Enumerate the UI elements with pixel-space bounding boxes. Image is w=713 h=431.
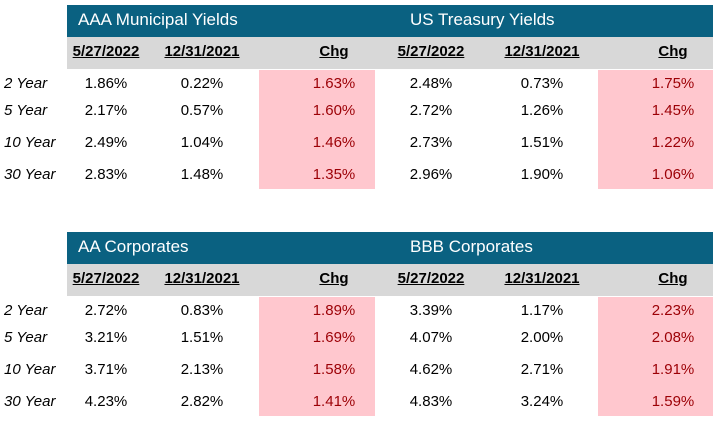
- change-highlight: [598, 70, 713, 189]
- yield-prior: 1.51%: [180, 329, 224, 346]
- column-header: 12/31/2021: [504, 270, 580, 287]
- yield-current: 2.48%: [409, 75, 453, 92]
- maturity-label: 30 Year: [4, 393, 56, 410]
- yield-change: 1.60%: [312, 102, 356, 119]
- yield-current: 2.17%: [84, 102, 128, 119]
- yield-change: 2.08%: [651, 329, 695, 346]
- maturity-label: 30 Year: [4, 166, 56, 183]
- yield-current: 3.21%: [84, 329, 128, 346]
- yield-prior: 1.04%: [180, 134, 224, 151]
- yield-current: 4.62%: [409, 361, 453, 378]
- change-highlight: [598, 297, 713, 416]
- yield-prior: 0.57%: [180, 102, 224, 119]
- yield-current: 2.72%: [409, 102, 453, 119]
- maturity-label: 10 Year: [4, 361, 56, 378]
- yield-current: 3.39%: [409, 302, 453, 319]
- title-band: [67, 5, 713, 37]
- yield-prior: 2.13%: [180, 361, 224, 378]
- table-row: 30 Year 2.83% 1.48% 1.35% 2.96% 1.90% 1.06%: [0, 159, 713, 191]
- change-highlight: [259, 70, 375, 189]
- yield-change: 1.75%: [651, 75, 695, 92]
- table-row: 10 Year 2.49% 1.04% 1.46% 2.73% 1.51% 1.22%: [0, 127, 713, 159]
- yield-prior: 1.51%: [520, 134, 564, 151]
- column-header: 5/27/2022: [397, 43, 465, 60]
- yield-change: 1.63%: [312, 75, 356, 92]
- column-header: 12/31/2021: [164, 270, 240, 287]
- column-header: Chg: [658, 270, 688, 287]
- table-row: 10 Year 3.71% 2.13% 1.58% 4.62% 2.71% 1.91%: [0, 354, 713, 386]
- yield-change: 1.46%: [312, 134, 356, 151]
- table-row: 5 Year 2.17% 0.57% 1.60% 2.72% 1.26% 1.45%: [0, 95, 713, 127]
- yield-prior: 0.83%: [180, 302, 224, 319]
- yield-prior: 0.22%: [180, 75, 224, 92]
- yield-prior: 3.24%: [520, 393, 564, 410]
- yield-prior: 2.00%: [520, 329, 564, 346]
- column-header: 5/27/2022: [397, 270, 465, 287]
- yield-change: 1.58%: [312, 361, 356, 378]
- maturity-label: 2 Year: [4, 302, 48, 319]
- yield-current: 4.07%: [409, 329, 453, 346]
- yield-current: 3.71%: [84, 361, 128, 378]
- right-table-title: BBB Corporates: [410, 237, 533, 256]
- yield-current: 1.86%: [84, 75, 128, 92]
- yield-change: 1.89%: [312, 302, 356, 319]
- yield-change: 1.69%: [312, 329, 356, 346]
- yield-prior: 1.17%: [520, 302, 564, 319]
- yield-prior: 1.48%: [180, 166, 224, 183]
- yield-change: 1.35%: [312, 166, 356, 183]
- yield-prior: 1.26%: [520, 102, 564, 119]
- yield-change: 1.41%: [312, 393, 356, 410]
- left-table-title: AA Corporates: [78, 237, 189, 256]
- yield-change: 1.06%: [651, 166, 695, 183]
- left-table-title: AAA Municipal Yields: [78, 10, 238, 29]
- maturity-label: 2 Year: [4, 75, 48, 92]
- table-row: 5 Year 3.21% 1.51% 1.69% 4.07% 2.00% 2.08%: [0, 322, 713, 354]
- column-header: 5/27/2022: [72, 270, 140, 287]
- maturity-label: 5 Year: [4, 102, 48, 119]
- column-header: 5/27/2022: [72, 43, 140, 60]
- yield-prior: 2.82%: [180, 393, 224, 410]
- yield-change: 1.22%: [651, 134, 695, 151]
- yield-prior: 0.73%: [520, 75, 564, 92]
- table-row: 30 Year 4.23% 2.82% 1.41% 4.83% 3.24% 1.59%: [0, 386, 713, 418]
- column-header: 12/31/2021: [504, 43, 580, 60]
- yield-change: 1.45%: [651, 102, 695, 119]
- change-highlight: [259, 297, 375, 416]
- yield-current: 2.83%: [84, 166, 128, 183]
- yield-current: 2.73%: [409, 134, 453, 151]
- header-band: [67, 264, 713, 296]
- yield-current: 4.83%: [409, 393, 453, 410]
- yield-change: 1.59%: [651, 393, 695, 410]
- yield-prior: 2.71%: [520, 361, 564, 378]
- yield-current: 2.96%: [409, 166, 453, 183]
- title-band: [67, 232, 713, 264]
- yield-change: 2.23%: [651, 302, 695, 319]
- yield-current: 4.23%: [84, 393, 128, 410]
- right-table-title: US Treasury Yields: [410, 10, 555, 29]
- table-row: 2 Year 2.72% 0.83% 1.89% 3.39% 1.17% 2.23%: [0, 295, 713, 327]
- table-row: 2 Year 1.86% 0.22% 1.63% 2.48% 0.73% 1.75%: [0, 68, 713, 100]
- yield-current: 2.72%: [84, 302, 128, 319]
- header-band: [67, 37, 713, 69]
- column-header: Chg: [319, 43, 349, 60]
- column-header: Chg: [658, 43, 688, 60]
- yield-prior: 1.90%: [520, 166, 564, 183]
- yield-current: 2.49%: [84, 134, 128, 151]
- yield-change: 1.91%: [651, 361, 695, 378]
- column-header: 12/31/2021: [164, 43, 240, 60]
- column-header: Chg: [319, 270, 349, 287]
- maturity-label: 10 Year: [4, 134, 56, 151]
- maturity-label: 5 Year: [4, 329, 48, 346]
